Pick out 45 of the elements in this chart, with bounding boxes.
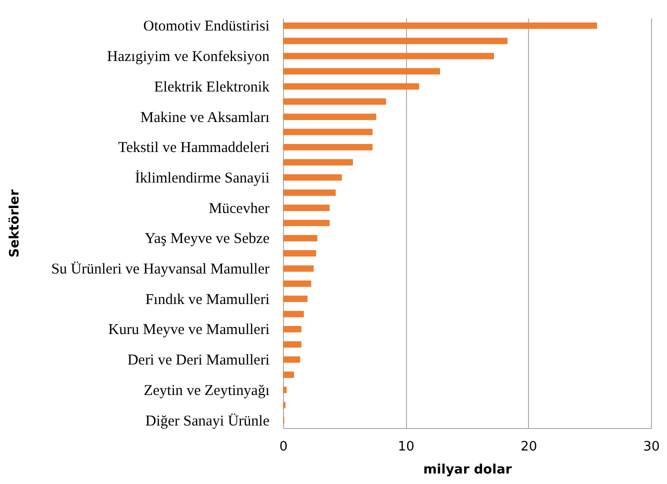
bar [283,114,376,120]
y-tick-label: Elektrik Elektronik [154,79,270,96]
bar [283,250,316,257]
bar [283,144,373,150]
bar [283,234,318,242]
y-tick-label: Tekstil ve Hammaddeleri [118,140,270,156]
x-tick-label: 10 [398,440,414,454]
y-tick-label: İklimlendirme Sanayii [134,169,270,186]
bar [283,265,314,272]
y-tick-label: Su Ürünleri ve Hayvansal Mamuller [51,260,270,278]
bar [283,341,302,348]
y-axis-title: Sektörler [8,188,22,258]
y-tick-label: Fındık ve Mamulleri [145,292,270,308]
bar [283,326,302,332]
bar [283,22,598,29]
bar [283,159,353,166]
x-axis-title: milyar dolar [423,462,512,478]
bar [283,296,308,302]
x-tick-label: 0 [279,440,288,454]
y-tick-label: Kuru Meyve ve Mamulleri [108,322,270,338]
bar [283,52,494,60]
y-tick-label: Hazıgiyim ve Konfeksiyon [107,49,270,66]
bar [283,280,312,287]
bar [283,68,440,74]
y-tick-label: Diğer Sanayi Ürünle [145,412,270,430]
bar [283,38,508,44]
bar [283,128,373,136]
y-tick-label: Mücevher [208,200,270,217]
bar [283,386,287,394]
x-tick-label: 30 [643,440,660,454]
y-tick-label: Otomotiv Endüstirisi [143,18,270,35]
bar [283,372,294,378]
y-tick-label: Yaş Meyve ve Sebze [144,231,270,248]
bar [283,98,386,105]
y-tick-label: Deri ve Deri Mamulleri [127,352,270,369]
bar [283,189,336,196]
bar [283,204,330,212]
bar [283,356,300,363]
y-tick-label: Zeytin ve Zeytinyağı [144,382,270,399]
bar [283,310,304,318]
y-tick-label: Makine ve Aksamları [140,110,270,126]
bar [283,220,330,226]
x-tick-label: 20 [520,440,538,454]
bar [283,174,342,181]
bar [283,83,420,90]
